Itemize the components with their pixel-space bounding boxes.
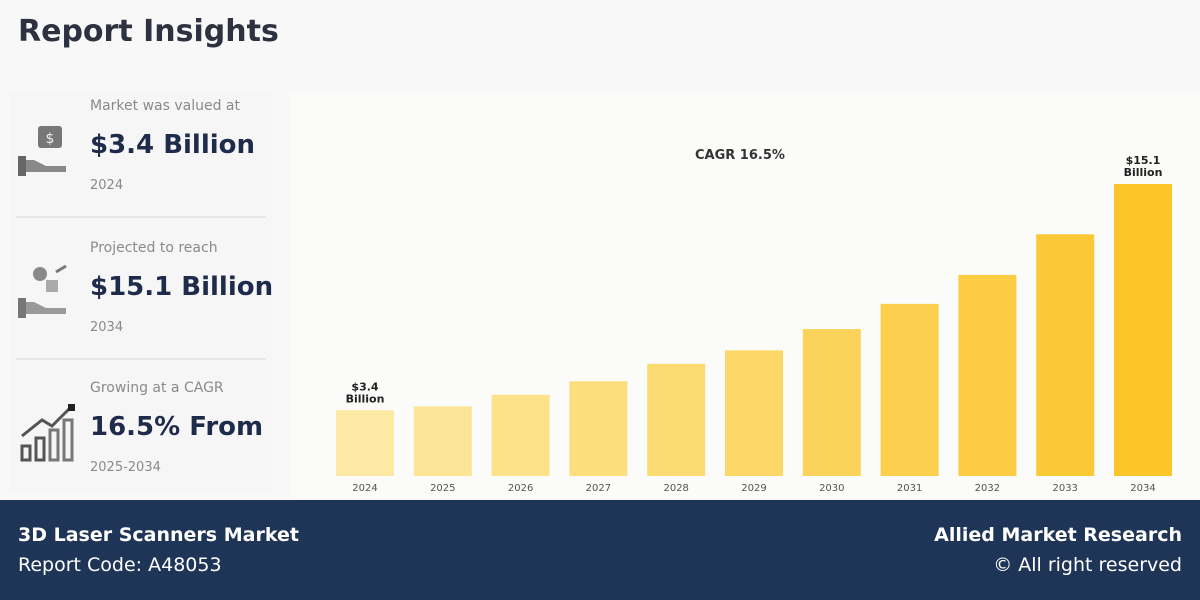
bar-2025 — [413, 406, 472, 476]
x-tick-label: 2027 — [586, 483, 611, 494]
bar-2026 — [491, 394, 550, 476]
data-label: $15.1 — [1126, 154, 1161, 167]
bar-2027 — [569, 381, 628, 476]
bar-2034 — [1114, 184, 1172, 476]
x-tick-label: 2032 — [975, 483, 1000, 494]
data-label: $3.4 — [351, 380, 378, 393]
x-tick-label: 2026 — [508, 483, 533, 494]
stat-projected-value: Projected to reach $15.1 Billion 2034 — [10, 234, 274, 364]
bar-2030 — [802, 329, 861, 476]
stat-label: Market was valued at — [90, 98, 240, 114]
bar-2029 — [725, 350, 783, 476]
stat-cagr: Growing at a CAGR 16.5% From 2025-2034 — [10, 374, 272, 504]
x-tick-label: 2025 — [430, 483, 455, 494]
bar-growth-icon — [20, 404, 75, 462]
divider — [16, 216, 266, 218]
stat-label: Projected to reach — [90, 240, 218, 256]
bar-2032 — [958, 274, 1017, 476]
footer: 3D Laser Scanners Market Report Code: A4… — [0, 500, 1200, 600]
market-name: 3D Laser Scanners Market — [18, 524, 299, 546]
bar-2033 — [1036, 234, 1095, 476]
cagr-annotation: CAGR 16.5% — [695, 148, 785, 163]
copyright: © All right reserved — [993, 554, 1182, 576]
stat-market-value: $ Market was valued at $3.4 Billion 2024 — [10, 92, 272, 222]
data-label: Billion — [1124, 166, 1163, 179]
stat-year: 2024 — [90, 178, 124, 193]
bar-2031 — [880, 303, 939, 476]
money-hand-icon: $ — [18, 126, 66, 176]
x-tick-label: 2034 — [1130, 483, 1155, 494]
stat-value: $15.1 Billion — [90, 272, 274, 302]
data-label: Billion — [346, 392, 385, 405]
x-tick-label: 2029 — [741, 483, 766, 494]
x-tick-label: 2031 — [897, 483, 922, 494]
stat-value: 16.5% From — [90, 412, 264, 442]
bar-2024 — [336, 410, 394, 476]
stat-year: 2025-2034 — [90, 460, 161, 475]
x-tick-label: 2028 — [663, 483, 688, 494]
divider — [16, 358, 266, 360]
x-tick-label: 2030 — [819, 483, 844, 494]
x-tick-label: 2033 — [1052, 483, 1077, 494]
stat-value: $3.4 Billion — [90, 130, 256, 160]
report-code: Report Code: A48053 — [18, 554, 222, 576]
growth-hand-icon — [18, 264, 67, 318]
brand-name: Allied Market Research — [934, 524, 1182, 546]
x-tick-label: 2024 — [352, 483, 377, 494]
svg-text:$: $ — [46, 131, 55, 147]
page-title: Report Insights — [18, 14, 279, 49]
stat-year: 2034 — [90, 320, 124, 335]
stat-label: Growing at a CAGR — [90, 380, 224, 396]
bar-2028 — [647, 363, 706, 476]
insights-panel: $ Market was valued at $3.4 Billion 2024… — [10, 92, 274, 492]
